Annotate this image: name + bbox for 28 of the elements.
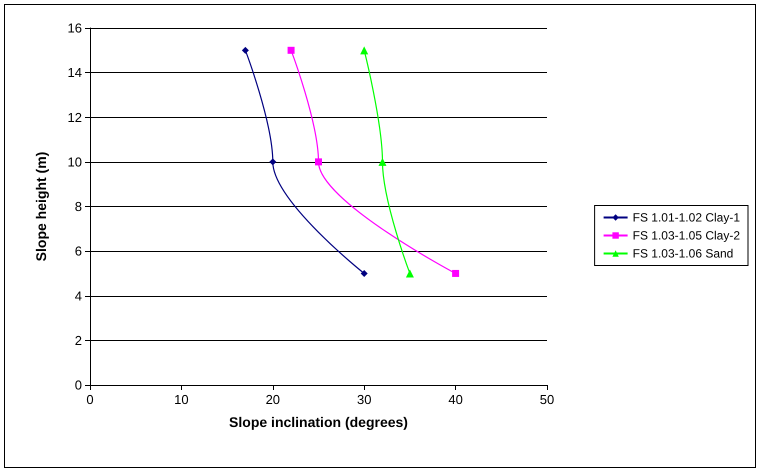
- legend-label: FS 1.03-1.06 Sand: [632, 246, 734, 260]
- x-tick-label: 30: [356, 392, 372, 407]
- point: [315, 158, 322, 166]
- y-tick-label: 14: [68, 65, 82, 80]
- y-tick-label: 10: [68, 154, 82, 170]
- point: [269, 158, 276, 166]
- legend-label: FS 1.03-1.05 Clay-2: [632, 228, 740, 242]
- point: [452, 270, 460, 277]
- x-tick-label: 20: [266, 392, 280, 407]
- legend-label: FS 1.01-1.02 Clay-1: [632, 210, 740, 224]
- y-tick-label: 4: [74, 288, 82, 304]
- point: [242, 46, 249, 54]
- y-tick-label: 6: [74, 244, 82, 259]
- y-tick-label: 12: [68, 110, 82, 125]
- y-tick-label: 16: [68, 20, 82, 36]
- x-tick-label: 0: [86, 392, 94, 407]
- y-tick-label: 0: [74, 378, 82, 392]
- point: [360, 270, 368, 277]
- point: [406, 269, 414, 278]
- x-tick-label: 10: [174, 392, 189, 407]
- y-tick-label: 8: [74, 199, 82, 214]
- x-axis-title: Slope inclination (degrees): [229, 414, 408, 430]
- x-tick-label: 50: [540, 392, 554, 407]
- point: [288, 46, 295, 54]
- point: [360, 46, 368, 54]
- x-tick-label: 40: [448, 392, 463, 407]
- y-tick-label: 2: [74, 332, 82, 348]
- y-axis-title: Slope height (m): [33, 152, 49, 262]
